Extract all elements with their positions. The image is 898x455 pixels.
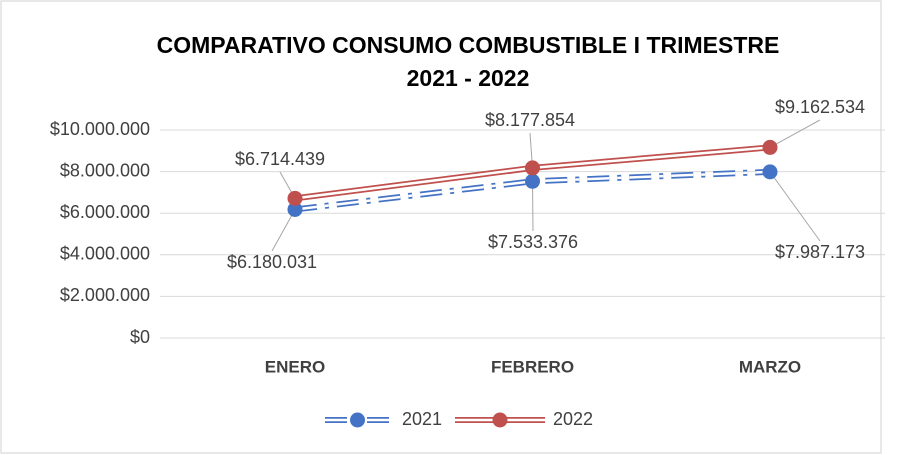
y-tick-label: $10.000.000 [50, 119, 150, 139]
data-label: $7.987.173 [775, 242, 865, 262]
legend-marker [492, 412, 508, 428]
x-tick-label: FEBRERO [491, 357, 574, 376]
point [525, 173, 540, 189]
chart-title: 2021 - 2022 [407, 65, 530, 91]
x-tick-label: MARZO [739, 357, 801, 376]
legend-label: 2021 [402, 409, 442, 429]
series-line-inner [294, 170, 771, 211]
leader-line [769, 171, 821, 242]
leader-line [532, 181, 534, 232]
point [762, 164, 778, 180]
x-tick-label: ENERO [265, 357, 325, 376]
y-tick-label: $4.000.000 [60, 244, 150, 264]
y-tick-label: $8.000.000 [60, 160, 150, 180]
point [287, 201, 303, 217]
y-tick-label: $2.000.000 [60, 285, 150, 305]
y-tick-label: $0 [130, 327, 150, 347]
data-label: $7.533.376 [488, 232, 578, 252]
leader-line [769, 119, 821, 148]
data-label: $6.714.439 [235, 149, 325, 169]
chart-title: COMPARATIVO CONSUMO COMBUSTIBLE I TRIMES… [157, 32, 780, 58]
legend-label: 2022 [553, 409, 593, 429]
data-label: $9.162.534 [775, 97, 865, 117]
y-tick-label: $6.000.000 [60, 202, 150, 222]
data-label: $8.177.854 [485, 110, 575, 130]
leader-line [271, 209, 296, 252]
point [525, 160, 540, 176]
point [762, 139, 778, 155]
point [287, 190, 303, 206]
data-label: $6.180.031 [227, 252, 317, 272]
legend-marker [350, 412, 365, 428]
